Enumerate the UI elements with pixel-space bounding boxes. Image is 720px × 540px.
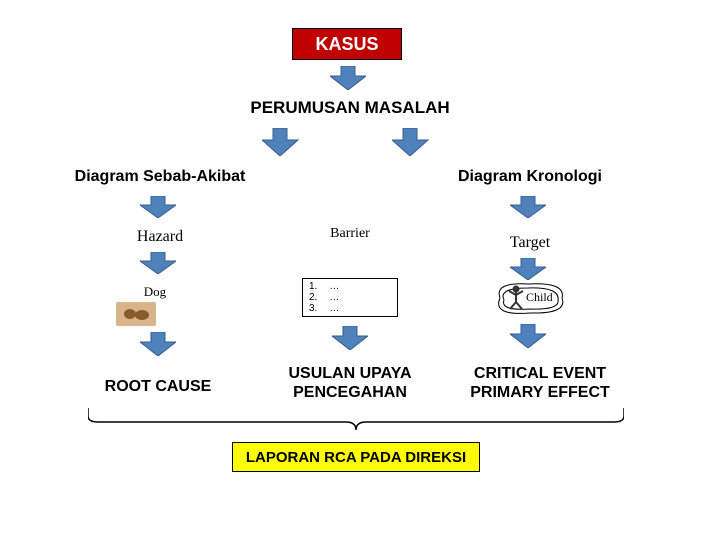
usulan-line2: PENCEGAHAN [270,383,430,402]
bracket-connector [88,408,624,432]
branch-right-label: Diagram Kronologi [430,168,630,186]
arrow-split-left [262,128,304,156]
barrier-text: Barrier [330,226,370,241]
target-label: Target [490,234,570,252]
barrier-num-1: 1. [309,281,317,292]
dog-label: Dog [130,284,180,300]
target-text: Target [510,234,550,251]
branch-left-text: Diagram Sebab-Akibat [75,168,246,185]
kasus-label: KASUS [315,34,378,55]
child-group: Child [488,278,572,318]
usulan-label: USULAN UPAYA PENCEGAHAN [270,364,430,402]
branch-right-text: Diagram Kronologi [458,168,602,185]
arrow-hazard [140,252,176,274]
arrow-dog [140,332,176,356]
arrow-right-1 [510,196,546,218]
barrier-num-2: 2. [309,292,317,303]
perumusan-label: PERUMUSAN MASALAH [220,98,480,118]
branch-left-label: Diagram Sebab-Akibat [60,168,260,186]
hazard-label: Hazard [110,228,210,246]
arrow-barrier [332,326,368,350]
arrow-target [510,258,546,280]
arrow-child [510,324,546,348]
usulan-line1: USULAN UPAYA [270,364,430,383]
dog-text: Dog [144,284,166,299]
critical-line1: CRITICAL EVENT [450,364,630,383]
barrier-list-box: 1. … 2. … 3. … [302,278,398,317]
kasus-box: KASUS [292,28,402,60]
footer-box: LAPORAN RCA PADA DIREKSI [232,442,480,472]
barrier-val-1: … [329,281,339,292]
barrier-val-3: … [329,303,339,314]
barrier-num-3: 3. [309,303,317,314]
dog-icon [116,302,156,331]
root-cause-text: ROOT CAUSE [105,378,212,395]
barrier-list-row-3: 3. … [309,303,391,314]
footer-label: LAPORAN RCA PADA DIREKSI [246,449,466,466]
barrier-label: Barrier [310,226,390,242]
child-label: Child [526,290,553,305]
barrier-list-row-2: 2. … [309,292,391,303]
arrow-left-1 [140,196,176,218]
perumusan-text: PERUMUSAN MASALAH [250,98,449,117]
hazard-text: Hazard [137,228,183,245]
critical-line2: PRIMARY EFFECT [450,383,630,402]
critical-label: CRITICAL EVENT PRIMARY EFFECT [450,364,630,402]
arrow-kasus [330,66,366,90]
arrow-split-right [392,128,434,156]
barrier-val-2: … [329,292,339,303]
barrier-list-row-1: 1. … [309,281,391,292]
root-cause-label: ROOT CAUSE [78,378,238,396]
